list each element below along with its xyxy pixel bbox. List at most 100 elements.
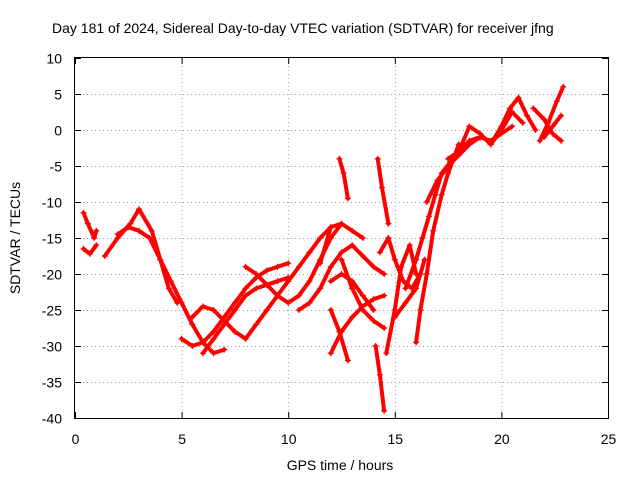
series-arc-1 bbox=[80, 209, 100, 241]
data-point bbox=[327, 350, 334, 357]
data-point bbox=[374, 155, 381, 162]
data-point bbox=[413, 285, 420, 292]
data-point bbox=[242, 292, 249, 299]
data-point bbox=[445, 155, 452, 162]
data-point bbox=[135, 206, 142, 213]
y-tick-label: -30 bbox=[42, 339, 62, 355]
data-point bbox=[545, 119, 552, 126]
data-point bbox=[402, 285, 409, 292]
series-trace bbox=[337, 156, 350, 201]
data-point bbox=[86, 250, 93, 257]
data-point bbox=[327, 263, 334, 270]
data-point bbox=[381, 292, 388, 299]
data-point bbox=[370, 296, 377, 303]
data-point bbox=[421, 256, 428, 263]
data-point bbox=[370, 307, 377, 313]
data-point bbox=[317, 285, 324, 292]
data-point bbox=[445, 163, 452, 169]
data-point bbox=[536, 137, 543, 144]
data-point bbox=[306, 249, 313, 256]
data-point bbox=[349, 242, 356, 249]
data-point bbox=[295, 263, 302, 270]
data-point bbox=[344, 357, 351, 364]
series-arc-11 bbox=[317, 220, 366, 267]
data-series bbox=[80, 83, 567, 414]
series-trace bbox=[392, 257, 427, 320]
x-axis-ticks: 0 5 10 15 20 25 bbox=[72, 58, 617, 447]
data-point bbox=[242, 263, 249, 270]
data-point bbox=[210, 350, 217, 357]
data-point bbox=[523, 112, 530, 119]
series-arc-15 bbox=[338, 256, 388, 331]
data-point bbox=[359, 292, 366, 299]
data-point bbox=[189, 314, 196, 321]
data-point bbox=[344, 195, 351, 202]
data-point bbox=[93, 242, 100, 249]
data-point bbox=[125, 224, 132, 231]
data-point bbox=[285, 299, 292, 306]
series-trace bbox=[102, 207, 180, 305]
x-tick-label: 0 bbox=[72, 431, 80, 447]
series-trace bbox=[537, 84, 566, 143]
x-tick-label: 25 bbox=[601, 431, 617, 447]
data-point bbox=[253, 321, 260, 328]
data-point bbox=[423, 199, 430, 205]
data-point bbox=[359, 307, 366, 313]
data-point bbox=[231, 307, 238, 313]
data-point bbox=[338, 249, 345, 256]
data-point bbox=[413, 256, 420, 263]
x-tick-label: 20 bbox=[494, 431, 510, 447]
data-point bbox=[381, 407, 388, 414]
series-arc-3 bbox=[101, 206, 181, 306]
data-point bbox=[506, 105, 513, 112]
data-point bbox=[381, 271, 388, 277]
series-trace bbox=[488, 95, 538, 147]
series-arc-5 bbox=[178, 260, 292, 349]
data-point bbox=[295, 292, 302, 299]
data-point bbox=[370, 317, 377, 324]
data-point bbox=[167, 278, 174, 285]
series-trace bbox=[424, 124, 515, 204]
series-arc-16 bbox=[336, 155, 351, 202]
y-tick-label: -35 bbox=[42, 375, 62, 391]
data-point bbox=[135, 227, 142, 234]
data-point bbox=[455, 148, 462, 155]
data-point bbox=[148, 227, 155, 234]
data-point bbox=[165, 285, 172, 292]
series-arc-18 bbox=[374, 155, 392, 227]
data-point bbox=[349, 314, 356, 321]
data-point bbox=[263, 267, 270, 274]
series-arc-25 bbox=[445, 109, 526, 162]
data-point bbox=[532, 127, 539, 133]
data-point bbox=[406, 242, 413, 249]
data-point bbox=[359, 235, 366, 241]
y-tick-label: 10 bbox=[46, 51, 62, 67]
data-point bbox=[306, 299, 313, 306]
data-point bbox=[338, 256, 345, 263]
data-point bbox=[253, 271, 260, 277]
series-trace bbox=[446, 110, 525, 161]
data-point bbox=[295, 307, 302, 313]
data-point bbox=[327, 278, 334, 285]
data-point bbox=[349, 227, 356, 234]
data-point bbox=[263, 307, 270, 313]
series-trace bbox=[232, 225, 333, 341]
series-trace bbox=[81, 210, 99, 240]
series-arc-29 bbox=[541, 112, 565, 141]
data-point bbox=[381, 325, 388, 331]
y-tick-label: 0 bbox=[54, 123, 62, 139]
data-point bbox=[338, 271, 345, 277]
data-point bbox=[466, 123, 473, 130]
y-tick-label: -10 bbox=[42, 195, 62, 211]
data-point bbox=[558, 112, 565, 119]
series-arc-8 bbox=[231, 224, 334, 342]
data-point bbox=[445, 170, 452, 177]
data-point bbox=[306, 278, 313, 285]
x-axis-label: GPS time / hours bbox=[287, 457, 394, 473]
series-trace bbox=[403, 135, 483, 291]
data-point bbox=[336, 155, 343, 162]
data-point bbox=[340, 170, 347, 177]
data-point bbox=[199, 339, 206, 346]
series-arc-21 bbox=[391, 256, 428, 321]
